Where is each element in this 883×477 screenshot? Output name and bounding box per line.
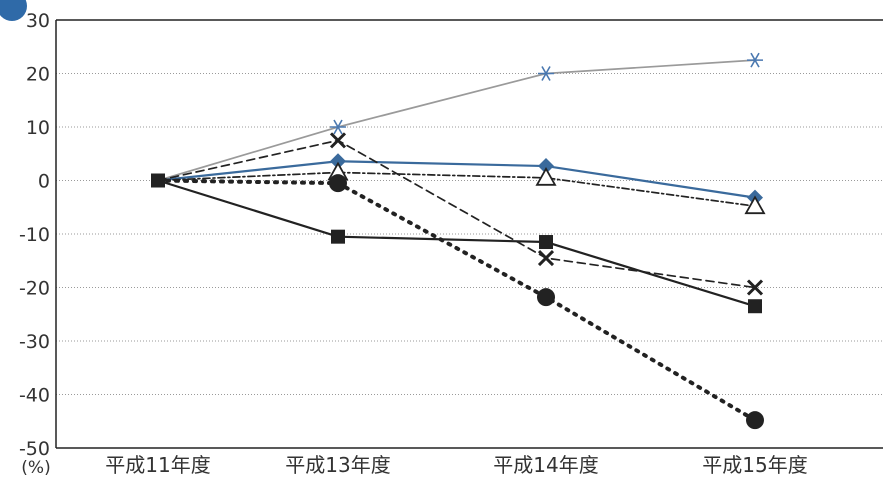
series-line: [157, 171, 756, 208]
data-point-marker: [537, 288, 555, 307]
series-diamond: [156, 153, 763, 206]
y-tick-label: -50: [19, 438, 50, 460]
y-tick-label: 0: [38, 171, 50, 193]
y-tick-label: -10: [19, 224, 50, 246]
data-point-marker: [331, 229, 345, 244]
series-line: [157, 59, 756, 182]
y-tick-label: 20: [26, 64, 50, 86]
grid-lines: [56, 73, 883, 395]
data-point-marker: [537, 250, 555, 267]
y-tick-label: -30: [19, 331, 50, 353]
data-point-marker: [539, 235, 553, 250]
x-tick-label: 平成13年度: [285, 453, 390, 477]
data-point-marker: [538, 66, 554, 81]
y-tick-label: 30: [26, 10, 50, 32]
axes: [55, 19, 883, 449]
data-point-marker: [329, 132, 347, 149]
series-circle: [156, 174, 764, 430]
series-line: [156, 160, 757, 199]
series-asterisk: [157, 52, 763, 182]
y-tick-label: -20: [19, 278, 50, 300]
data-point-marker: [747, 52, 763, 68]
data-point-marker: [746, 411, 764, 430]
data-point-marker: [746, 279, 764, 296]
y-tick-label: -40: [19, 385, 50, 407]
y-tick-label: 10: [26, 117, 50, 139]
axis-labels: (%) 30 20 10 0 -10 -20 -30 -40 -50 平成11年度 平成13年度 平成…: [19, 10, 808, 477]
data-point-marker: [535, 166, 557, 186]
series-cross: [157, 132, 764, 296]
x-tick-label: 平成15年度: [702, 453, 807, 477]
series-square: [156, 179, 762, 314]
x-tick-label: 平成14年度: [493, 453, 598, 477]
data-point-marker: [329, 174, 347, 193]
y-unit-label: (%): [21, 458, 50, 477]
data-point-marker: [330, 153, 346, 170]
series-line: [156, 178, 757, 423]
data-point-marker: [330, 119, 346, 135]
data-point-marker: [744, 195, 766, 215]
corner-badge-icon: [0, 0, 27, 21]
series-line: [157, 139, 756, 289]
data-point-marker: [748, 299, 762, 314]
x-tick-label: 平成11年度: [105, 453, 210, 477]
data-point-marker: [538, 158, 554, 175]
series-group: [151, 52, 766, 430]
origin-marker: [151, 173, 165, 188]
